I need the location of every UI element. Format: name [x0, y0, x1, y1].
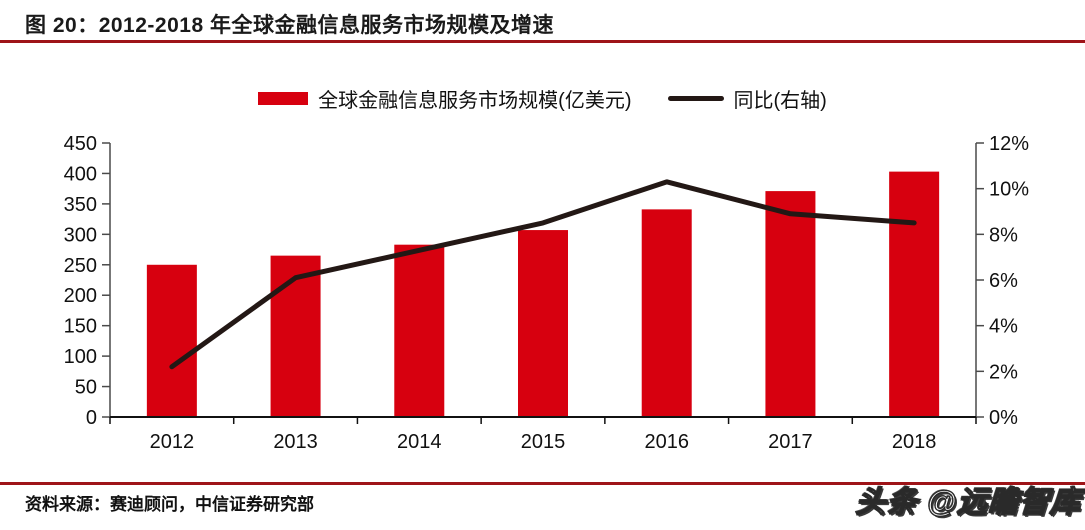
- bar-series-label: 全球金融信息服务市场规模(亿美元): [318, 90, 632, 112]
- bar-2016: [641, 209, 692, 417]
- bar-2012: [146, 264, 197, 417]
- left-axis-tick-label: 250: [64, 255, 97, 277]
- left-axis-tick-label: 200: [64, 285, 97, 307]
- chart-legend: 全球金融信息服务市场规模(亿美元) 同比(右轴): [0, 84, 1085, 113]
- right-axis-tick-label: 4%: [989, 316, 1018, 338]
- x-axis-label-2014: 2014: [397, 431, 442, 453]
- left-axis-tick-label: 300: [64, 224, 97, 246]
- x-axis-label-2015: 2015: [521, 431, 566, 453]
- source-note: 资料来源：赛迪顾问，中信证券研究部: [25, 495, 314, 514]
- bar-2017: [765, 191, 816, 417]
- x-axis-label-2016: 2016: [644, 431, 689, 453]
- right-axis-tick-label: 8%: [989, 224, 1018, 246]
- right-axis-tick-label: 12%: [989, 133, 1029, 155]
- bar-series-swatch-icon: [258, 92, 309, 105]
- bar-2013: [270, 255, 321, 417]
- bar-2018: [889, 171, 940, 417]
- line-series-label: 同比(右轴): [733, 90, 827, 112]
- bar-2015: [518, 230, 568, 417]
- growth-rate-line: [169, 179, 917, 370]
- left-axis-tick-label: 400: [64, 163, 97, 185]
- right-axis-tick-label: 10%: [989, 179, 1029, 201]
- left-axis-tick-label: 450: [64, 133, 97, 155]
- legend-item-growth: 同比(右轴): [667, 84, 827, 113]
- left-axis-tick-label: 350: [64, 194, 97, 216]
- right-axis-tick-label: 6%: [989, 270, 1018, 292]
- figure-title: 图 20：2012-2018 年全球金融信息服务市场规模及增速: [25, 14, 554, 37]
- left-axis-tick-label: 0: [86, 407, 97, 429]
- x-axis-label-2012: 2012: [150, 431, 195, 453]
- title-underline-rule: [0, 40, 1085, 43]
- bar-2014: [394, 244, 445, 417]
- x-axis-label-2018: 2018: [892, 431, 937, 453]
- footer-rule: [0, 482, 1085, 485]
- line-series-swatch-icon: [667, 96, 724, 101]
- x-axis-label-2013: 2013: [273, 431, 318, 453]
- legend-item-market-size: 全球金融信息服务市场规模(亿美元): [258, 84, 632, 113]
- left-axis-tick-label: 50: [75, 377, 97, 399]
- right-axis-tick-label: 0%: [989, 407, 1018, 429]
- right-axis-tick-label: 2%: [989, 361, 1018, 383]
- left-axis-tick-label: 150: [64, 316, 97, 338]
- x-axis-label-2017: 2017: [768, 431, 813, 453]
- watermark-logo: 头条 @远瞻智库: [854, 485, 1083, 519]
- left-axis-tick-label: 100: [64, 346, 97, 368]
